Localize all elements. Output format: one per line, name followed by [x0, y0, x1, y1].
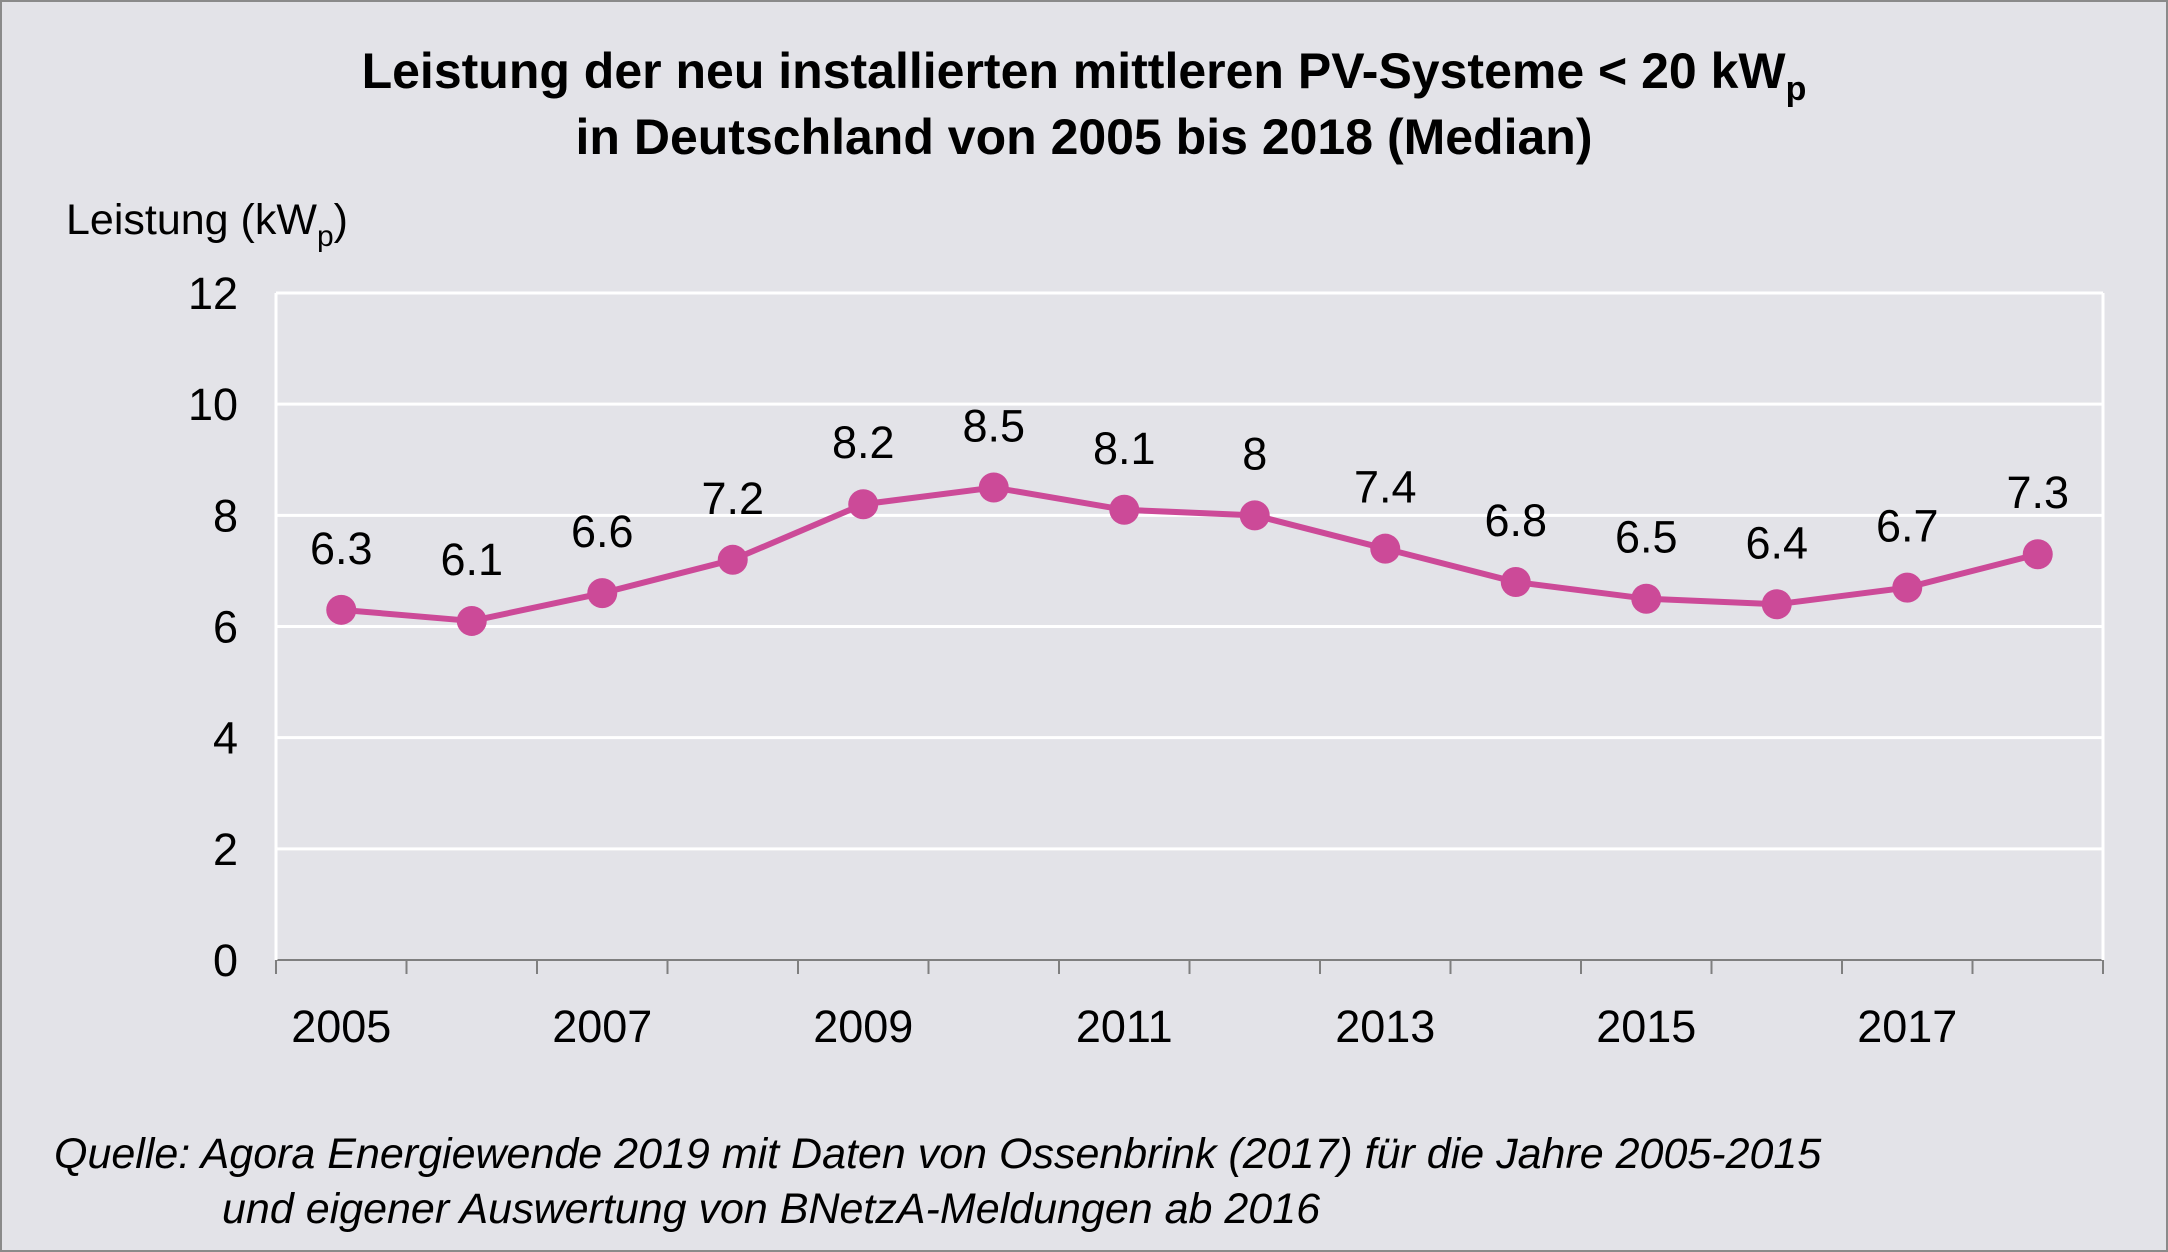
data-label: 8.1	[1093, 423, 1156, 474]
data-label: 6.5	[1615, 512, 1678, 563]
data-point	[587, 578, 617, 608]
y-tick-label: 8	[213, 490, 238, 541]
x-tick-label: 2005	[291, 1001, 391, 1052]
data-point	[1762, 589, 1792, 619]
y-tick-label: 2	[213, 824, 238, 875]
data-point	[326, 595, 356, 625]
x-tick-label: 2013	[1335, 1001, 1435, 1052]
data-point	[1109, 495, 1139, 525]
data-point	[1370, 534, 1400, 564]
data-label: 8.5	[962, 401, 1025, 452]
data-label: 6.7	[1876, 501, 1939, 552]
data-point	[1501, 567, 1531, 597]
y-tick-label: 12	[188, 268, 238, 319]
data-point	[718, 545, 748, 575]
data-point	[848, 489, 878, 519]
data-point	[979, 473, 1009, 503]
y-tick-label: 0	[213, 935, 238, 986]
data-point	[1892, 573, 1922, 603]
x-tick-label: 2015	[1596, 1001, 1696, 1052]
data-label: 6.3	[310, 523, 373, 574]
data-label: 8	[1242, 428, 1267, 479]
x-tick-label: 2017	[1857, 1001, 1957, 1052]
data-label: 7.3	[2006, 467, 2069, 518]
data-label: 6.6	[571, 506, 634, 557]
data-label: 6.1	[440, 534, 503, 585]
x-tick-label: 2011	[1076, 1001, 1173, 1052]
data-point	[1240, 500, 1270, 530]
data-label: 7.4	[1354, 462, 1417, 513]
y-tick-label: 4	[213, 713, 238, 764]
data-point	[2023, 539, 2053, 569]
data-label: 8.2	[832, 417, 895, 468]
data-label: 6.4	[1745, 517, 1808, 568]
x-tick-label: 2007	[552, 1001, 652, 1052]
x-tick-label: 2009	[813, 1001, 913, 1052]
y-tick-label: 10	[188, 379, 238, 430]
data-label: 7.2	[701, 473, 764, 524]
source-note-line-2: und eigener Auswertung von BNetzA-Meldun…	[222, 1185, 1320, 1234]
data-point	[1631, 584, 1661, 614]
source-note-line-1: Quelle: Agora Energiewende 2019 mit Date…	[54, 1130, 1821, 1179]
data-point	[457, 606, 487, 636]
data-label: 6.8	[1484, 495, 1547, 546]
line-chart: 0 2 4 6 8 10 12 2005 2007 2009 2011 2013 2015 2017 6.3…	[0, 0, 2168, 1252]
y-tick-label: 6	[213, 602, 238, 653]
